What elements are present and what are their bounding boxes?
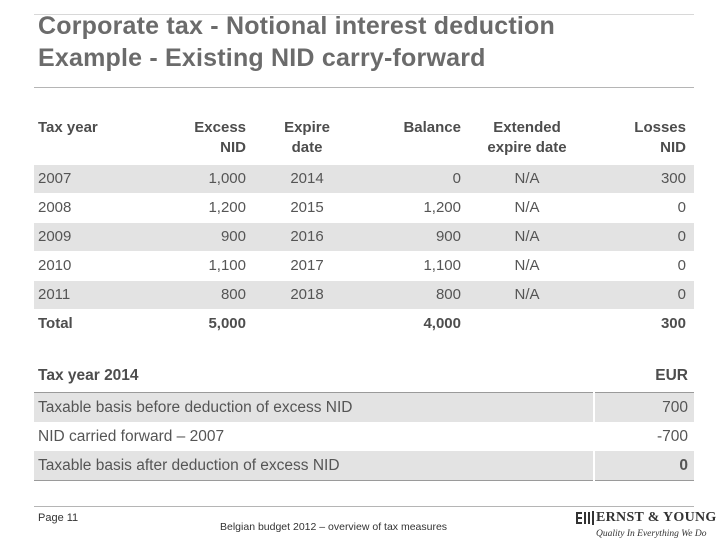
calc-header-unit: EUR (594, 360, 694, 393)
cell-excess: 1,100 (154, 251, 254, 281)
table-row: 2009 900 2016 900 N/A 0 (34, 222, 694, 252)
nid-carry-forward-table: Tax year Excess NID Expire date Balance Ex… (34, 114, 694, 339)
cell-balance: 900 (364, 222, 469, 252)
cell-losses: 0 (589, 280, 694, 310)
top-rule (34, 14, 694, 15)
header-expire-date: Expire date (284, 119, 330, 156)
table-row: 2008 1,200 2015 1,200 N/A 0 (34, 193, 694, 223)
header-extended-expire-date: Extended expire date (487, 119, 567, 156)
calc-header-label: Tax year 2014 (34, 360, 594, 393)
tax-year-calculation-table: Tax year 2014 EUR Taxable basis before d… (34, 360, 694, 481)
calc-row: NID carried forward – 2007 -700 (34, 422, 694, 451)
footer-text: Belgian budget 2012 – overview of tax me… (220, 521, 448, 533)
calc-row-amount: -700 (594, 422, 694, 451)
header-balance: Balance (403, 119, 461, 136)
calc-row-label: Taxable basis before deduction of excess… (34, 392, 594, 422)
calc-row-amount: 700 (593, 392, 694, 422)
footer-divider (34, 506, 694, 507)
cell-excess: 800 (154, 280, 254, 310)
cell-year: 2009 (34, 222, 154, 252)
table-row: 2010 1,100 2017 1,100 N/A 0 (34, 251, 694, 281)
total-excess: 5,000 (154, 309, 254, 339)
slide-title: Corporate tax - Notional interest deduct… (38, 12, 555, 40)
cell-excess: 1,200 (154, 193, 254, 223)
total-balance: 4,000 (364, 309, 469, 339)
cell-extended: N/A (469, 251, 589, 281)
cell-year: 2010 (34, 251, 154, 281)
total-losses: 300 (589, 309, 694, 339)
cell-balance: 800 (364, 280, 469, 310)
total-extended (469, 309, 589, 339)
table-row: 2007 1,000 2014 0 N/A 300 (34, 164, 694, 194)
cell-losses: 0 (589, 251, 694, 281)
calc-row-label: NID carried forward – 2007 (34, 422, 594, 451)
ernst-young-logo: ERNST & YOUNG Quality In Everything We D… (574, 508, 716, 542)
page-number: Page 11 (38, 512, 79, 524)
cell-expire: 2017 (254, 251, 364, 281)
table-total-row: Total 5,000 4,000 300 (34, 309, 694, 339)
cell-year: 2007 (34, 164, 154, 194)
header-losses-nid: Losses NID (634, 119, 686, 156)
cell-losses: 0 (589, 222, 694, 252)
cell-losses: 0 (589, 193, 694, 223)
cell-expire: 2014 (254, 164, 364, 194)
cell-expire: 2016 (254, 222, 364, 252)
calc-header-row: Tax year 2014 EUR (34, 360, 694, 393)
table-row: 2011 800 2018 800 N/A 0 (34, 280, 694, 310)
slide-subtitle: Example - Existing NID carry-forward (38, 44, 486, 72)
calc-row-amount: 0 (593, 451, 694, 481)
cell-extended: N/A (469, 164, 589, 194)
total-expire (254, 309, 364, 339)
title-divider (34, 87, 694, 88)
cell-excess: 900 (154, 222, 254, 252)
cell-expire: 2015 (254, 193, 364, 223)
header-excess-nid: Excess NID (194, 119, 246, 156)
cell-extended: N/A (469, 222, 589, 252)
cell-expire: 2018 (254, 280, 364, 310)
calc-row: Taxable basis before deduction of excess… (34, 392, 694, 422)
header-tax-year: Tax year (38, 119, 98, 136)
cell-excess: 1,000 (154, 164, 254, 194)
table-header-row: Tax year Excess NID Expire date Balance Ex… (34, 114, 694, 164)
calc-row: Taxable basis after deduction of excess … (34, 451, 694, 481)
logo-tagline: Quality In Everything We Do (596, 529, 707, 539)
cell-losses: 300 (589, 164, 694, 194)
cell-extended: N/A (469, 193, 589, 223)
logo-wordmark: ERNST & YOUNG (596, 510, 717, 525)
cell-extended: N/A (469, 280, 589, 310)
cell-year: 2008 (34, 193, 154, 223)
cell-balance: 0 (364, 164, 469, 194)
logo-mark-icon (576, 511, 594, 525)
cell-balance: 1,100 (364, 251, 469, 281)
cell-balance: 1,200 (364, 193, 469, 223)
cell-year: 2011 (34, 280, 154, 310)
total-label: Total (34, 309, 154, 339)
calc-row-label: Taxable basis after deduction of excess … (34, 451, 594, 481)
